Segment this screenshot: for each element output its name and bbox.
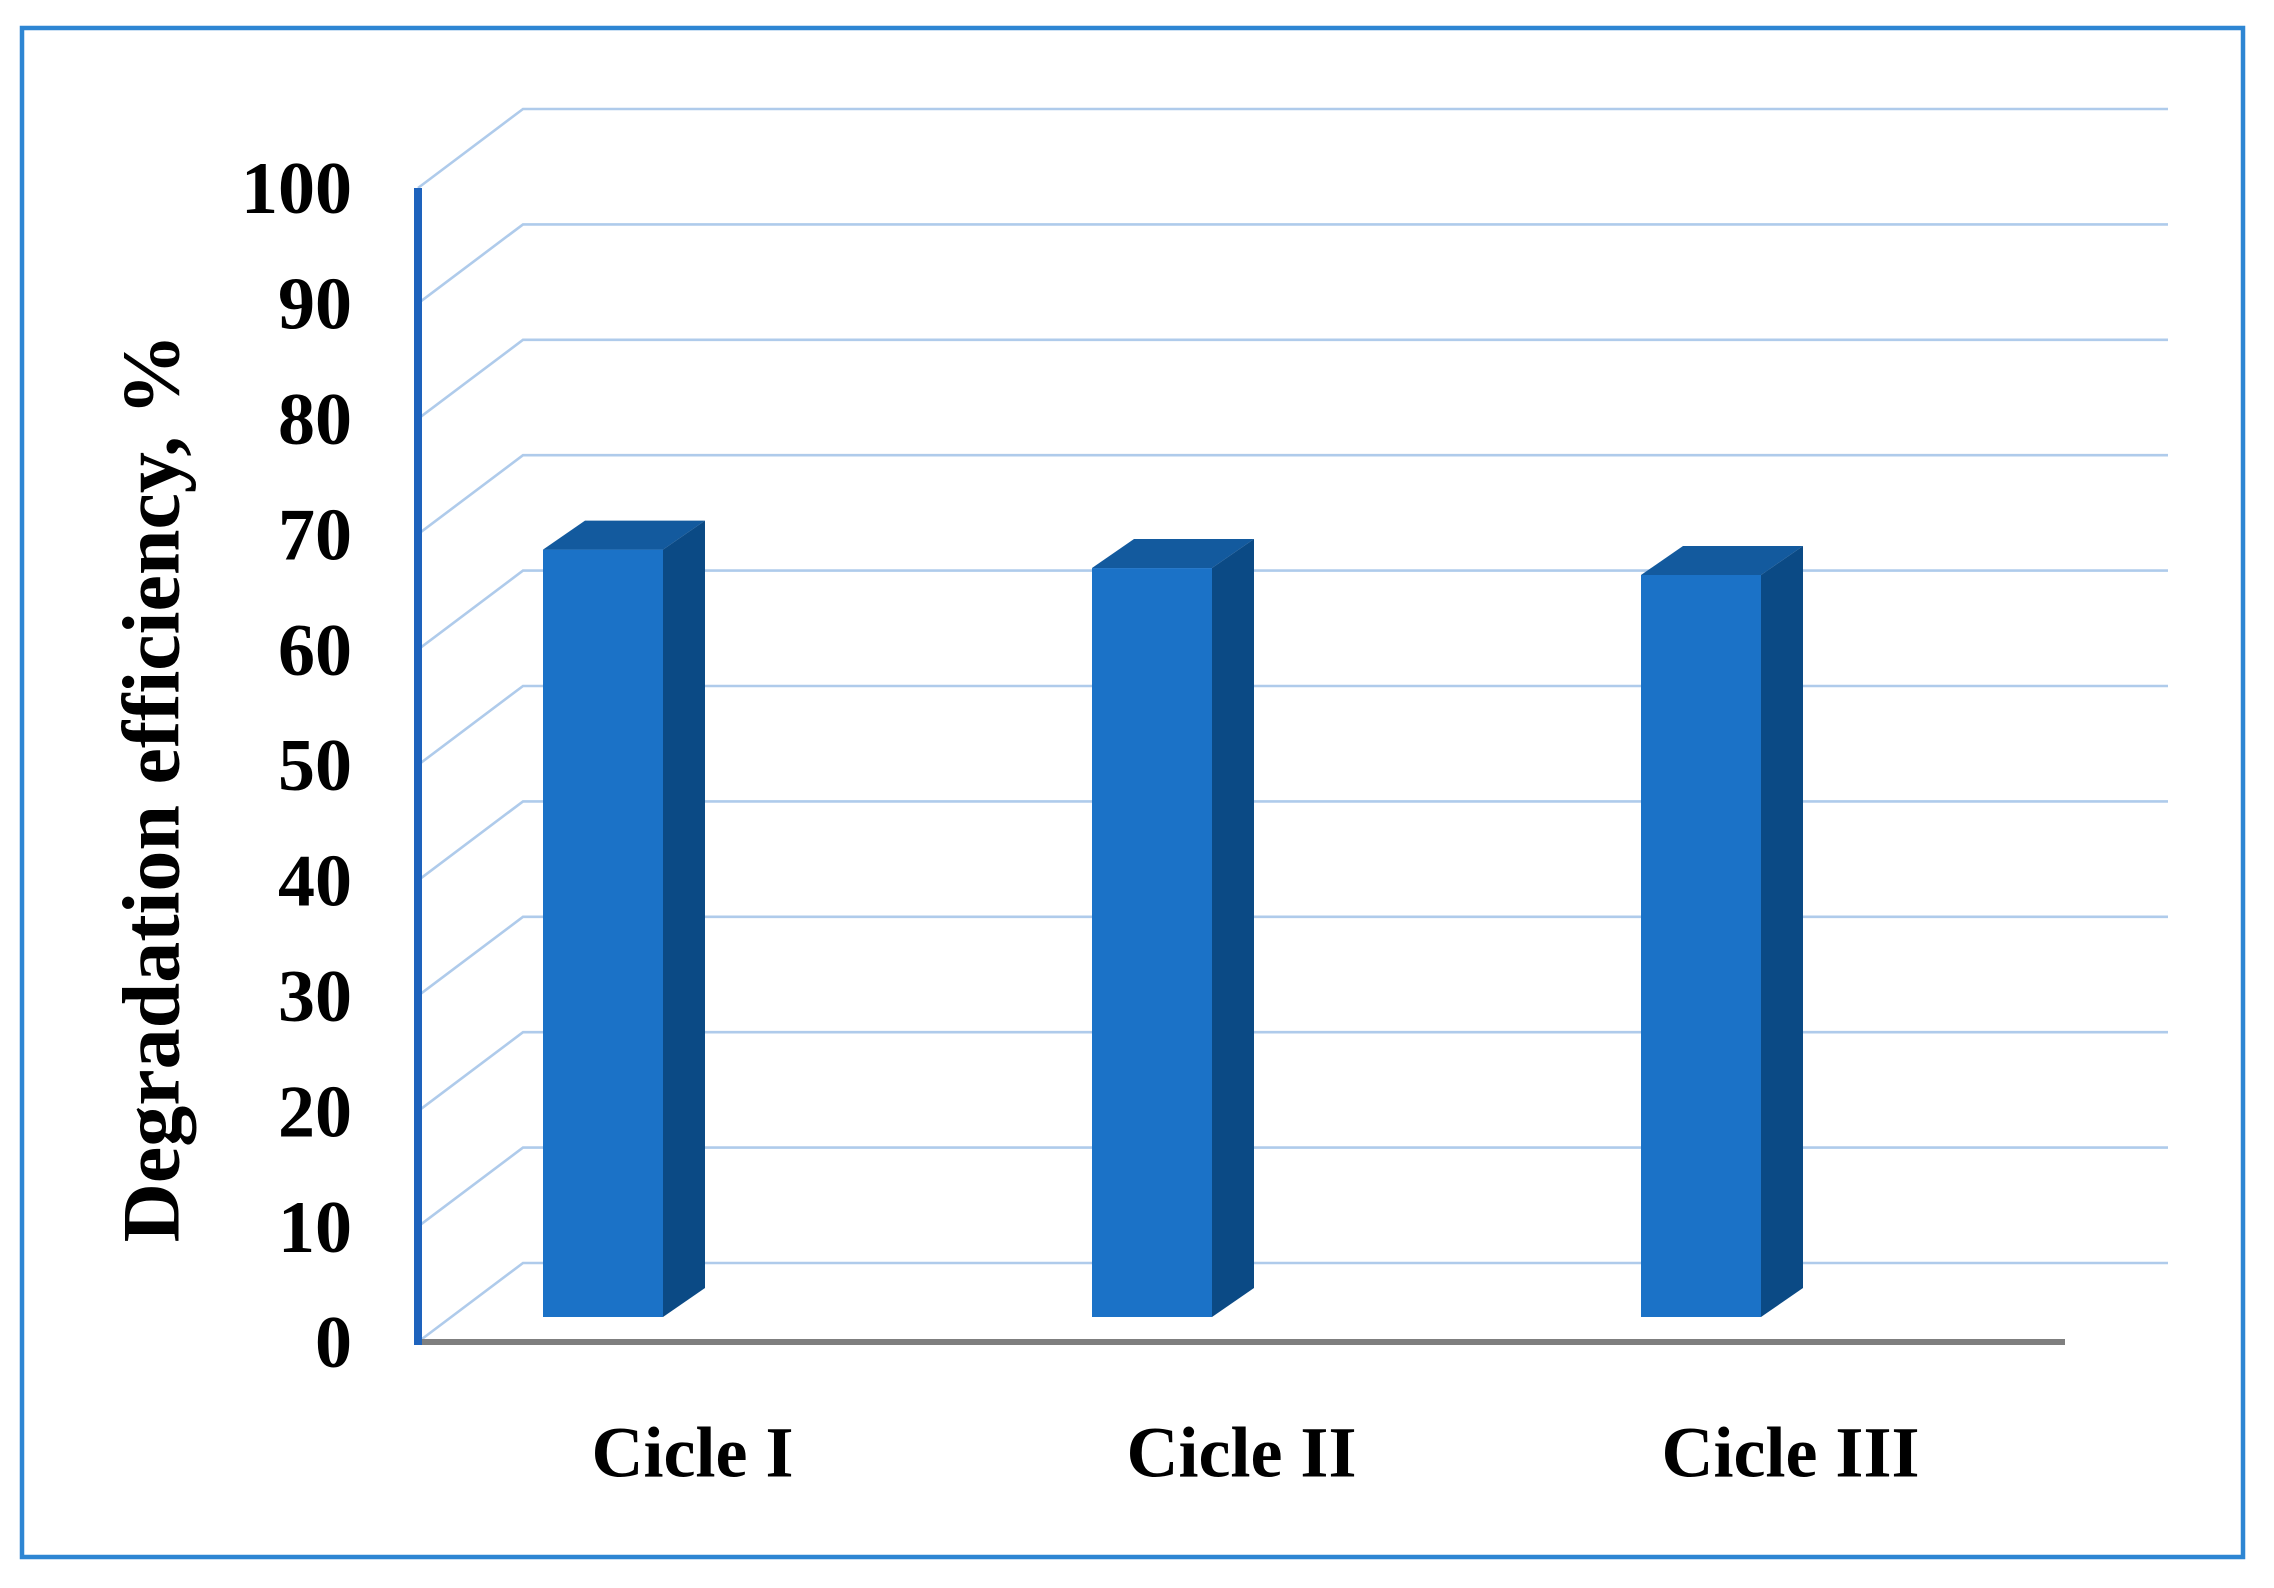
gridline-60	[417, 569, 2168, 651]
gridline-90	[417, 223, 2168, 305]
y-tick-label-90: 90	[278, 264, 352, 346]
y-tick-label-20: 20	[278, 1071, 352, 1153]
gridline-50	[417, 684, 2168, 767]
gridline-20	[417, 1030, 2168, 1113]
bar-front-face-cicle-ii	[1092, 568, 1212, 1317]
gridline-30	[417, 915, 2168, 997]
bar-front-face-cicle-i	[543, 549, 663, 1317]
gridline-80	[417, 338, 2168, 420]
x-category-labels: Cicle I Cicle II Cicle III	[592, 1412, 1920, 1492]
bar-side-face-cicle-ii	[1212, 539, 1254, 1317]
gridline-100	[417, 107, 2168, 190]
y-tick-label-40: 40	[278, 841, 352, 923]
y-tick-label-80: 80	[278, 379, 352, 461]
bars-layer	[543, 520, 1803, 1317]
bar-cicle-i	[543, 520, 705, 1317]
bar-front-face-cicle-iii	[1641, 574, 1761, 1317]
gridlines-layer	[417, 107, 2168, 1344]
bar-top-face-cicle-iii	[1641, 545, 1803, 575]
bar-cicle-ii	[1092, 539, 1254, 1317]
bar-top-face-cicle-i	[543, 520, 705, 550]
y-tick-label-100: 100	[241, 148, 352, 230]
gridline-70	[417, 453, 2168, 536]
y-tick-label-0: 0	[315, 1302, 352, 1384]
y-tick-label-60: 60	[278, 610, 352, 692]
y-tick-labels: 0 10 20 30 40 50 60 70 80 90 100	[241, 148, 352, 1384]
bar-side-face-cicle-iii	[1761, 545, 1803, 1317]
x-category-label-3: Cicle III	[1662, 1412, 1920, 1492]
gridline-40	[417, 800, 2168, 882]
bar-cicle-iii	[1641, 545, 1803, 1317]
y-tick-label-10: 10	[278, 1187, 352, 1269]
figure-border	[19, 25, 2246, 1560]
bar-top-face-cicle-ii	[1092, 539, 1254, 569]
y-axis-title: Degradation efficiency, %	[106, 334, 197, 1243]
gridline-10	[417, 1146, 2168, 1228]
axes-layer	[414, 188, 2065, 1345]
y-tick-label-30: 30	[278, 956, 352, 1038]
bar-side-face-cicle-i	[663, 520, 705, 1317]
x-category-label-1: Cicle I	[592, 1412, 794, 1492]
y-tick-label-50: 50	[278, 725, 352, 807]
gridline-0	[417, 1261, 2168, 1344]
y-tick-label-70: 70	[278, 494, 352, 576]
x-category-label-2: Cicle II	[1127, 1412, 1357, 1492]
